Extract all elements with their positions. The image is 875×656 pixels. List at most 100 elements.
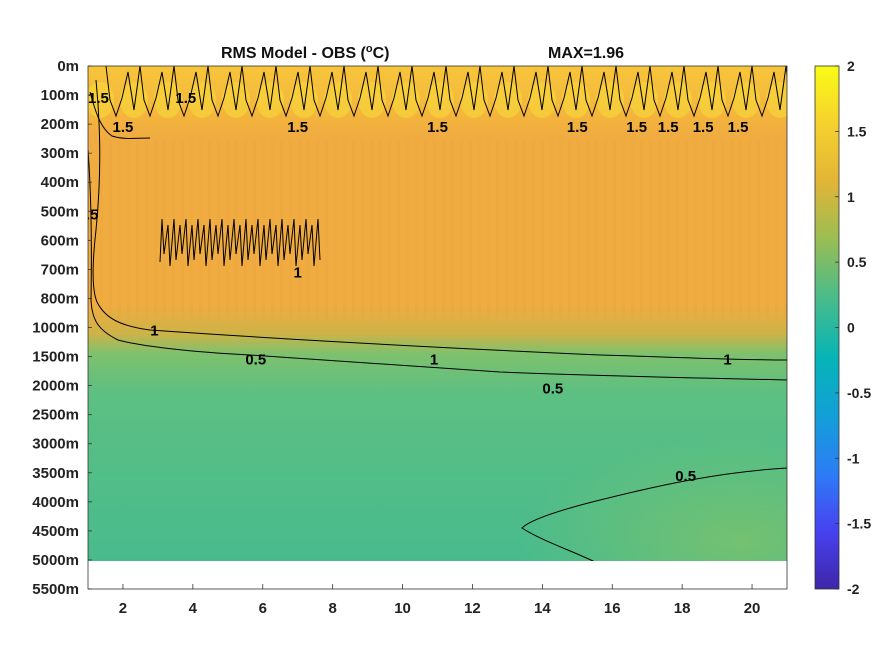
stripe bbox=[370, 140, 373, 320]
stripe bbox=[127, 140, 130, 320]
y-tick-label: 700m bbox=[41, 261, 79, 278]
stripe bbox=[136, 140, 139, 320]
stripe bbox=[361, 140, 364, 320]
contour-label: 0.5 bbox=[78, 206, 99, 223]
stripe bbox=[586, 140, 589, 320]
surface-blob bbox=[426, 82, 454, 118]
y-tick-label: 1500m bbox=[32, 349, 79, 366]
stripe bbox=[613, 140, 616, 320]
surface-blob bbox=[698, 82, 726, 118]
stripe bbox=[667, 140, 670, 320]
surface-blob bbox=[596, 82, 624, 118]
stripe bbox=[784, 140, 787, 320]
y-tick-label: 0m bbox=[57, 58, 79, 75]
surface-blob bbox=[154, 82, 182, 118]
stripe bbox=[352, 140, 355, 320]
contour-label: 1.5 bbox=[427, 119, 448, 136]
y-tick-label: 5500m bbox=[32, 581, 79, 598]
stripe bbox=[217, 140, 220, 320]
cb-tick-label: -2 bbox=[847, 581, 860, 597]
contour-label: 1.5 bbox=[728, 119, 749, 136]
stripe bbox=[739, 140, 742, 320]
stripe bbox=[523, 140, 526, 320]
stripe bbox=[388, 140, 391, 320]
stripe bbox=[253, 140, 256, 320]
cb-tick-label: -1.5 bbox=[847, 516, 871, 532]
stripe bbox=[487, 140, 490, 320]
contour-label: 0.5 bbox=[245, 352, 266, 369]
x-tick-label: 4 bbox=[189, 600, 198, 617]
stripe bbox=[154, 140, 157, 320]
stripe bbox=[469, 140, 472, 320]
max-label: MAX=1.96 bbox=[548, 45, 624, 62]
x-tick-label: 2 bbox=[119, 600, 127, 617]
stripe bbox=[550, 140, 553, 320]
y-tick-label: 200m bbox=[41, 116, 79, 133]
surface-blob bbox=[358, 82, 386, 118]
y-tick-label: 2500m bbox=[32, 407, 79, 424]
y-tick-label: 400m bbox=[41, 174, 79, 191]
stripe bbox=[343, 140, 346, 320]
contour-1-5-west bbox=[89, 91, 151, 139]
surface-blob bbox=[120, 82, 148, 118]
stripe bbox=[415, 140, 418, 320]
contour-label: 1 bbox=[294, 264, 302, 281]
contour-lines bbox=[88, 66, 787, 562]
stripe bbox=[460, 140, 463, 320]
stripe bbox=[496, 140, 499, 320]
stripe bbox=[109, 140, 112, 320]
x-tick-label: 12 bbox=[464, 600, 481, 617]
stripe bbox=[703, 140, 706, 320]
surface-blob bbox=[494, 82, 522, 118]
stripe bbox=[685, 140, 688, 320]
contour-label: 1 bbox=[150, 323, 158, 340]
stripe bbox=[505, 140, 508, 320]
stripe bbox=[631, 140, 634, 320]
stripe bbox=[334, 140, 337, 320]
cb-tick-label: 2 bbox=[847, 58, 855, 74]
contour-label: 1.5 bbox=[658, 119, 679, 136]
no-data-region bbox=[88, 561, 787, 562]
stripe bbox=[694, 140, 697, 320]
y-tick-label: 1000m bbox=[32, 320, 79, 337]
cb-tick-label: 0.5 bbox=[847, 254, 867, 270]
contour-0-5-west bbox=[88, 149, 787, 381]
contour-label: 1.5 bbox=[626, 119, 647, 136]
stripe bbox=[595, 140, 598, 320]
cb-tick-label: -0.5 bbox=[847, 385, 871, 401]
stripe bbox=[289, 140, 292, 320]
y-tick-label: 100m bbox=[41, 87, 79, 104]
surface-blob bbox=[392, 82, 420, 118]
surface-blob bbox=[256, 82, 284, 118]
contour-1-5-surface bbox=[105, 66, 787, 118]
cb-tick-label: 1 bbox=[847, 189, 855, 205]
stripe bbox=[748, 140, 751, 320]
surface-blob bbox=[290, 82, 318, 118]
x-tick-label: 10 bbox=[394, 600, 411, 617]
y-tick-label: 2000m bbox=[32, 378, 79, 395]
contour-0-5-deep bbox=[521, 467, 787, 562]
stripe bbox=[604, 140, 607, 320]
stripe bbox=[514, 140, 517, 320]
stripe bbox=[559, 140, 562, 320]
stripe bbox=[622, 140, 625, 320]
stripe bbox=[775, 140, 778, 320]
stripe bbox=[478, 140, 481, 320]
surface-blob bbox=[562, 82, 590, 118]
surface-blob bbox=[630, 82, 658, 118]
contour-label: 1.5 bbox=[175, 90, 196, 107]
stripe bbox=[307, 140, 310, 320]
stripe bbox=[649, 140, 652, 320]
cb-tick-label: -1 bbox=[847, 450, 860, 466]
cb-tick-label: 1.5 bbox=[847, 123, 867, 139]
surface-blob bbox=[324, 82, 352, 118]
deep-warm-patch bbox=[400, 380, 787, 562]
stripe bbox=[721, 140, 724, 320]
stripe bbox=[451, 140, 454, 320]
y-tick-label: 5000m bbox=[32, 552, 79, 569]
y-tick-label: 3000m bbox=[32, 436, 79, 453]
stripe bbox=[145, 140, 148, 320]
contour-label: 1 bbox=[723, 352, 731, 369]
surface-blob bbox=[188, 82, 216, 118]
